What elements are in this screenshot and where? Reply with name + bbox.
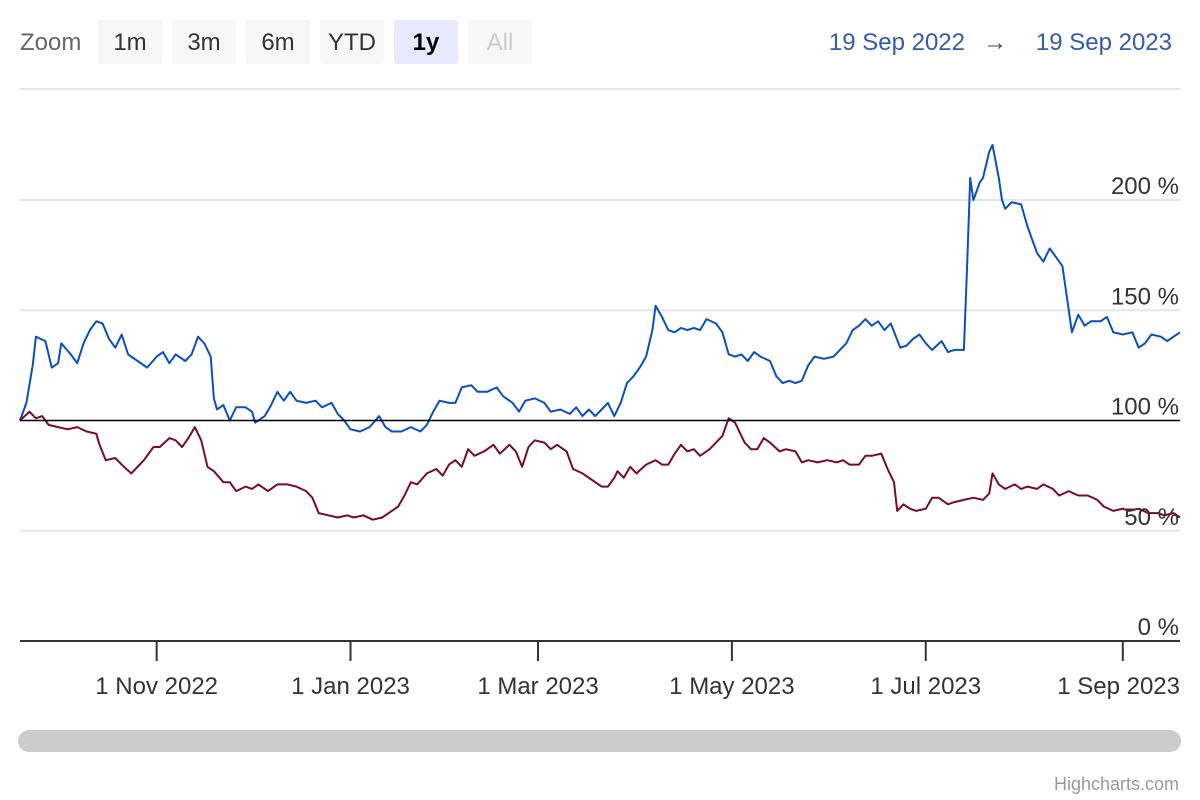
y-tick-label: 200 %	[1111, 173, 1179, 200]
x-tick-label: 1 Mar 2023	[477, 673, 598, 700]
zoom-button-label: 1y	[413, 29, 440, 56]
zoom-button-bg	[320, 20, 384, 64]
zoom-label: Zoom	[20, 29, 81, 56]
credits-link[interactable]: Highcharts.com	[1054, 774, 1179, 794]
x-axis: 1 Nov 2022 1 Jan 2023 1 Mar 2023 1 May 2023…	[20, 640, 1180, 700]
zoom-button-bg	[246, 20, 310, 64]
zoom-button-bg	[468, 20, 532, 64]
x-tick-label: 1 Sep 2023	[1057, 673, 1180, 700]
zoom-button-3m[interactable]: 3m	[172, 20, 236, 64]
zoom-button-bg	[172, 20, 236, 64]
y-axis-labels: 0 % 50 % 100 % 150 % 200 %	[1111, 173, 1179, 641]
date-range-display: 19 Sep 2022 → 19 Sep 2023	[829, 29, 1172, 56]
zoom-button-6m[interactable]: 6m	[246, 20, 310, 64]
range-arrow: →	[983, 29, 1007, 56]
zoom-buttons: 1m 3m 6m YTD 1y All	[98, 20, 532, 64]
series-line-1[interactable]	[19, 143, 1181, 433]
range-to-date[interactable]: 19 Sep 2023	[1036, 29, 1172, 56]
zoom-button-bg	[98, 20, 162, 64]
x-tick-label: 1 Nov 2022	[95, 673, 218, 700]
y-tick-label: 50 %	[1124, 504, 1179, 531]
x-tick-label: 1 Jul 2023	[870, 673, 981, 700]
y-tick-label: 0 %	[1138, 614, 1179, 641]
range-selector: Zoom 1m 3m 6m YTD 1y All	[20, 20, 532, 64]
y-tick-label: 150 %	[1111, 283, 1179, 310]
zoom-button-1m[interactable]: 1m	[98, 20, 162, 64]
navigator-scrollbar[interactable]	[18, 730, 1181, 752]
range-from-date[interactable]: 19 Sep 2022	[829, 29, 965, 56]
zoom-button-ytd[interactable]: YTD	[320, 20, 384, 64]
zoom-button-bg	[394, 20, 458, 64]
series-line-2[interactable]	[19, 410, 1181, 521]
zoom-button-label: 1m	[113, 29, 146, 56]
x-tick-label: 1 Jan 2023	[291, 673, 410, 700]
zoom-button-label: 6m	[261, 29, 294, 56]
zoom-button-1y[interactable]: 1y	[394, 20, 458, 64]
x-tick-label: 1 May 2023	[669, 673, 794, 700]
zoom-button-all[interactable]: All	[468, 20, 532, 64]
zoom-button-label: 3m	[187, 29, 220, 56]
series-lines	[19, 143, 1181, 521]
zoom-button-label: All	[487, 29, 514, 56]
y-tick-label: 100 %	[1111, 394, 1179, 421]
grid-lines	[20, 88, 1180, 532]
zoom-button-label: YTD	[328, 29, 376, 56]
